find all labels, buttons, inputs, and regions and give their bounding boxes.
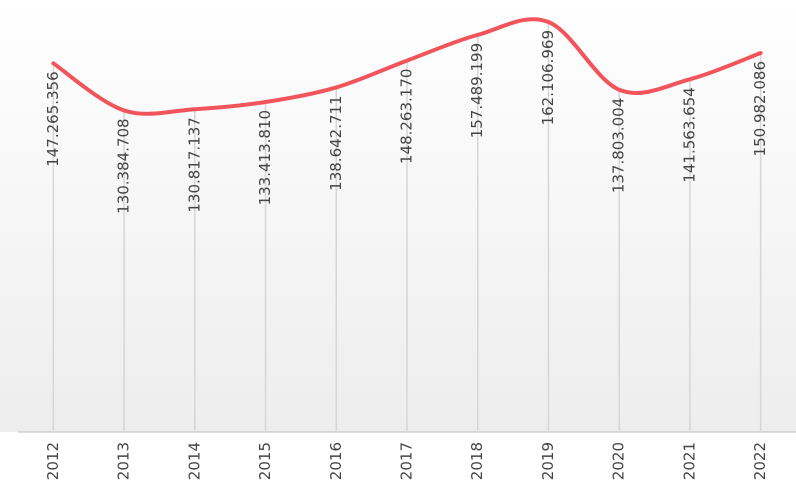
data-label: 138.642.711: [327, 95, 345, 190]
x-tick-label: 2021: [680, 442, 698, 480]
x-tick-label: 2015: [256, 442, 274, 480]
x-tick-label: 2014: [185, 442, 203, 480]
x-tick-label: 2018: [468, 442, 486, 480]
data-label: 162.106.969: [539, 30, 557, 125]
data-label: 157.489.199: [468, 43, 486, 138]
data-label: 150.982.086: [751, 61, 769, 156]
x-tick-label: 2017: [398, 442, 416, 480]
x-tick-label: 2012: [44, 442, 62, 480]
data-label: 130.817.137: [185, 117, 203, 212]
data-label: 147.265.356: [44, 71, 62, 166]
line: [51, 17, 763, 116]
x-tick-label: 2020: [610, 442, 628, 480]
x-tick-label: 2019: [539, 442, 557, 480]
x-tick-label: 2016: [327, 442, 345, 480]
data-label: 137.803.004: [610, 98, 628, 193]
data-label: 133.413.810: [256, 110, 274, 205]
x-tick-label: 2022: [751, 442, 769, 480]
data-label: 148.263.170: [398, 69, 416, 164]
plot-background: [0, 0, 796, 432]
data-label: 141.563.654: [680, 87, 698, 182]
data-label: 130.384.708: [115, 118, 133, 213]
x-tick-label: 2013: [115, 442, 133, 480]
